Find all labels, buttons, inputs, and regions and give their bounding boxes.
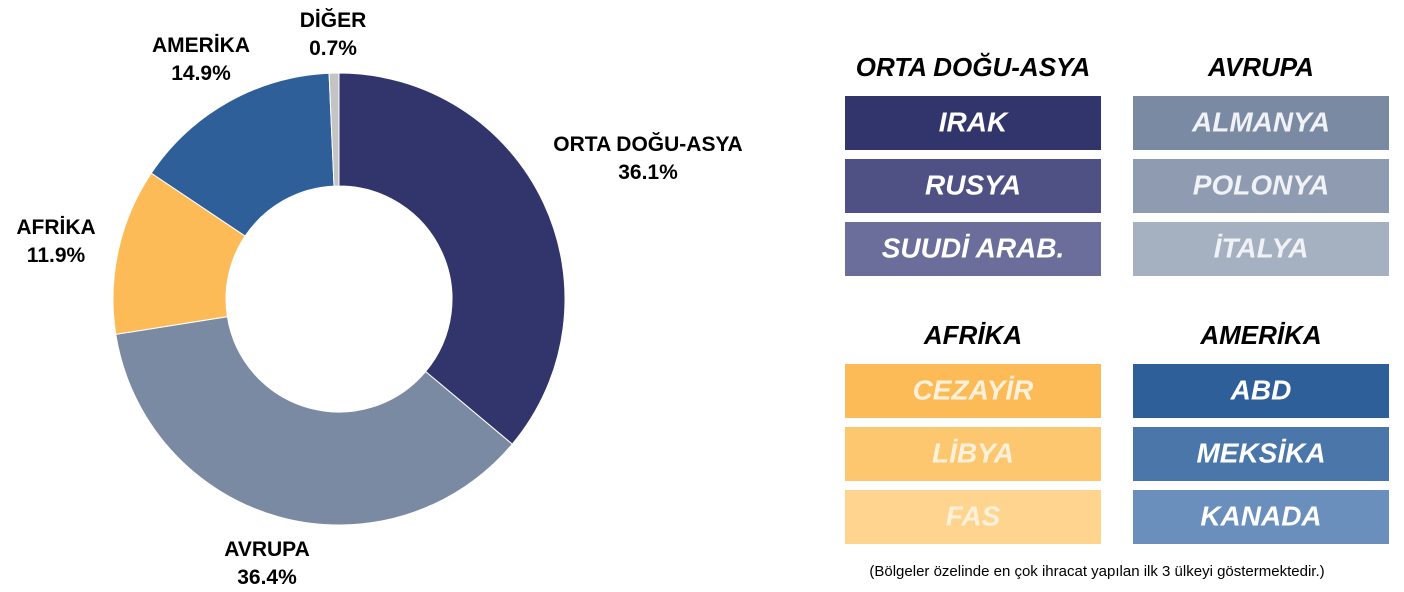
slice-label: ORTA DOĞU-ASYA	[553, 132, 742, 156]
slice-value: 14.9%	[171, 62, 231, 85]
region-title: AVRUPA	[1207, 52, 1314, 82]
country-box	[845, 222, 1101, 276]
country-box	[845, 96, 1101, 150]
country-label: MEKSİKA	[1196, 437, 1325, 468]
slice-label: AFRİKA	[16, 216, 95, 239]
region-title: ORTA DOĞU-ASYA	[856, 52, 1090, 82]
country-label: CEZAYİR	[913, 374, 1035, 405]
country-box	[1133, 364, 1389, 418]
country-box	[1133, 96, 1389, 150]
country-box	[845, 490, 1101, 544]
region-title: AFRİKA	[923, 320, 1022, 350]
country-box	[1133, 222, 1389, 276]
slice-value: 11.9%	[27, 244, 86, 267]
country-box	[1133, 490, 1389, 544]
country-box	[845, 159, 1101, 213]
slice-label: DİĞER	[300, 8, 367, 32]
donut-slice	[150, 72, 335, 237]
donut-slice	[338, 72, 566, 445]
country-label: POLONYA	[1193, 169, 1329, 200]
slice-label: AVRUPA	[224, 538, 310, 561]
country-label: ABD	[1230, 374, 1292, 405]
country-label: ALMANYA	[1191, 106, 1330, 137]
country-label: LİBYA	[932, 437, 1014, 468]
donut-slice	[115, 316, 513, 526]
footnote: (Bölgeler özelinde en çok ihracat yapıla…	[869, 563, 1324, 580]
country-label: KANADA	[1200, 500, 1321, 531]
country-label: SUUDİ ARAB.	[882, 232, 1065, 263]
slice-value: 36.1%	[618, 161, 678, 184]
country-label: FAS	[946, 500, 1001, 531]
country-label: RUSYA	[925, 169, 1021, 200]
country-box	[845, 427, 1101, 481]
slice-label: AMERİKA	[152, 34, 250, 57]
country-box	[1133, 427, 1389, 481]
region-title: AMERİKA	[1199, 320, 1321, 350]
country-box	[1133, 159, 1389, 213]
slice-value: 0.7%	[309, 37, 357, 60]
donut-slice	[328, 72, 340, 187]
slice-value: 36.4%	[237, 566, 297, 587]
country-label: İTALYA	[1214, 232, 1309, 263]
country-box	[845, 364, 1101, 418]
country-label: IRAK	[939, 106, 1009, 137]
